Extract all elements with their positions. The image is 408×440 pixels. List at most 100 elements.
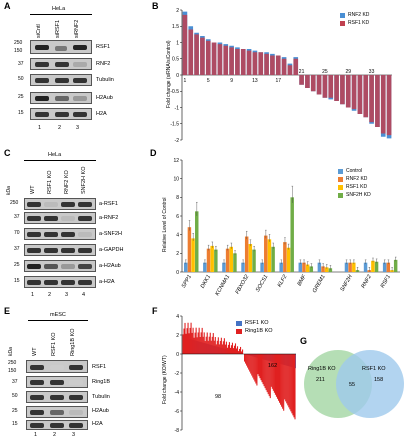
f-ylabel: Fold change (KO/WT) — [162, 355, 168, 404]
d-bar — [305, 264, 310, 272]
d-bar — [283, 242, 287, 272]
a-row-label: Tubulin — [96, 77, 114, 83]
b-bar — [380, 75, 386, 134]
panel-label-c: C — [4, 148, 11, 158]
d-legend-label: RSF1 KD — [346, 184, 368, 190]
b-legend-label: RNF2 KD — [348, 12, 370, 18]
e-row-label: RSF1 — [92, 364, 107, 370]
f-ytick-label: -4 — [175, 390, 180, 396]
b-xtick-label: 5 — [207, 78, 210, 84]
a-blot-h2a — [30, 108, 92, 120]
f-legend-swatch — [236, 320, 242, 326]
c-lane-number: 2 — [48, 292, 52, 298]
e-blot-tubulin — [26, 391, 88, 403]
d-bar — [374, 261, 379, 272]
c-row-label: a-H2Aub — [99, 263, 121, 269]
d-bar — [222, 262, 226, 272]
b-bar — [194, 34, 199, 75]
c-lane-label: RNF2 KO — [64, 170, 70, 194]
a-mw-marker: 15 — [18, 110, 24, 116]
d-bar — [184, 262, 188, 272]
a-mw-marker: 25 — [18, 94, 24, 100]
d-category-label: SOCS1 — [255, 274, 270, 293]
b-ylabel: Fold change (siRNA/siControl) — [166, 40, 172, 108]
d-ytick-label: 2 — [176, 251, 179, 257]
e-row-label: Ring1B — [92, 379, 111, 385]
d-ytick-label: 8 — [176, 195, 179, 201]
b-bar — [270, 55, 275, 75]
d-category-label: DKK1 — [200, 274, 212, 289]
venn-count-ring1b-only: 211 — [316, 377, 325, 383]
b-xtick-label: 1 — [184, 78, 187, 84]
a-blot-rsf1 — [30, 40, 92, 54]
a-row-label: RNF2 — [96, 61, 111, 67]
d-bar — [309, 266, 314, 272]
c-mw-marker: 37 — [14, 214, 20, 220]
b-bar — [363, 75, 369, 118]
d-category-label: RSF1 — [380, 274, 392, 289]
a-lane-number: 3 — [76, 125, 80, 131]
venn-label-ring1b: Ring1B KO — [308, 366, 336, 372]
chart-f: 4 2 0 -2 -4 -6 -8 — [175, 314, 296, 434]
b-legend-swatch — [340, 20, 345, 26]
panel-label-d: D — [150, 148, 157, 158]
b-ytick-label: -0.5 — [170, 89, 179, 95]
d-bar — [252, 249, 256, 272]
panel-label-b: B — [152, 1, 159, 11]
c-cell-line-bar — [24, 160, 96, 161]
a-lane-number: 2 — [58, 125, 62, 131]
b-bar — [293, 58, 299, 75]
panel-label-a: A — [4, 1, 11, 11]
c-lane-number: 3 — [65, 292, 69, 298]
b-bar — [246, 50, 252, 75]
b-bar — [287, 65, 293, 75]
d-bar — [393, 259, 398, 272]
b-bar — [200, 37, 205, 75]
c-cell-line: HeLa — [48, 152, 62, 158]
e-kda: kDa — [8, 347, 14, 356]
b-bar — [328, 75, 334, 98]
d-bar — [191, 238, 195, 272]
a-lane-label: siRNF2 — [74, 19, 80, 38]
c-mw-marker: 15 — [14, 278, 20, 284]
b-legend-swatch — [340, 12, 345, 18]
e-lane-number: 3 — [72, 432, 76, 438]
f-ytick-label: 2 — [176, 333, 179, 339]
e-mw-marker: 250 — [8, 360, 17, 366]
b-bar — [281, 58, 287, 75]
a-lane-number: 1 — [38, 125, 42, 131]
b-ytick-label: 0.5 — [172, 57, 179, 63]
b-bar — [310, 75, 316, 92]
d-bar — [233, 253, 237, 272]
f-ytick-label: 0 — [176, 352, 179, 358]
d-bar — [241, 262, 245, 272]
e-cell-line-bar — [28, 320, 88, 321]
c-mw-marker: 25 — [14, 262, 20, 268]
f-legend-label: RSF1 KO — [245, 320, 269, 326]
c-blot-h2aub — [24, 260, 96, 272]
b-bar — [275, 55, 281, 75]
d-bar — [324, 267, 329, 272]
c-mw-marker: 70 — [14, 230, 20, 236]
e-lane-number: 1 — [34, 432, 38, 438]
a-row-label: RSF1 — [96, 44, 111, 50]
d-legend-label: RNF2 KD — [346, 176, 368, 182]
b-ytick-label: -1.5 — [170, 122, 179, 128]
d-bar — [286, 247, 291, 272]
d-category-label: GREM1 — [312, 274, 327, 294]
e-mw-marker: 150 — [8, 368, 17, 374]
d-bar — [348, 262, 352, 272]
chart-b: 2 1.5 1 0.5 0 -0.5 -1 -1.5 -2 1 5 9 13 17 21 25 29 33 — [170, 8, 392, 144]
b-legend: RNF2 KD RSF1 KD — [340, 12, 369, 26]
b-bar — [182, 14, 188, 75]
a-blot-h2aub — [30, 92, 92, 104]
venn-label-rsf1: RSF1 KO — [362, 366, 386, 372]
panel-label-g: G — [300, 336, 308, 346]
c-mw-marker: 37 — [14, 246, 20, 252]
f-legend-swatch — [236, 328, 242, 334]
c-row-label: a-SNF2H — [99, 231, 122, 237]
b-xtick-label: 17 — [275, 78, 281, 84]
b-ytick-label: 2 — [176, 8, 179, 14]
a-cell-line-bar — [30, 14, 92, 15]
b-bar — [316, 75, 322, 95]
